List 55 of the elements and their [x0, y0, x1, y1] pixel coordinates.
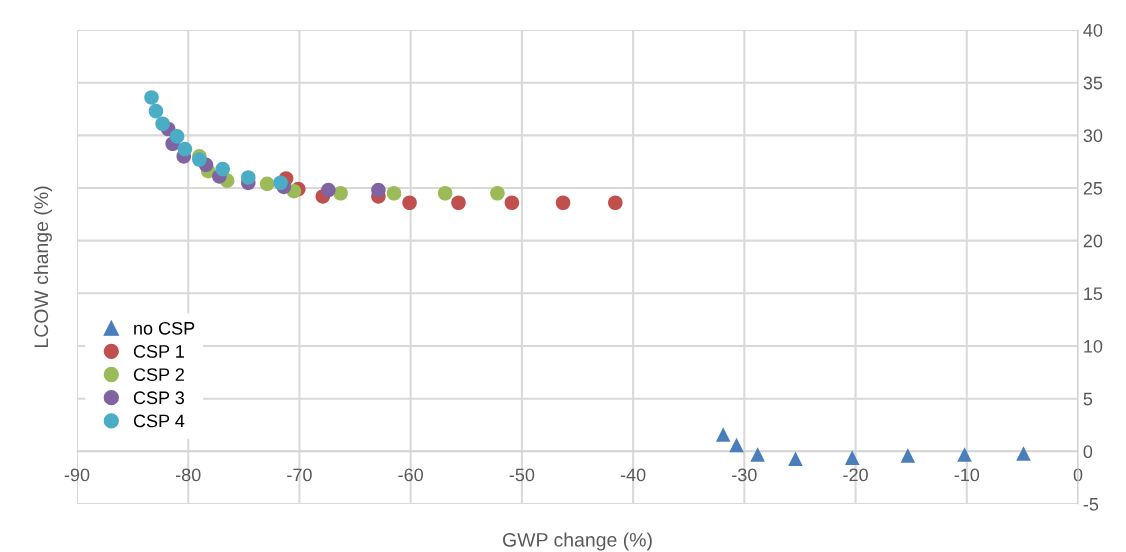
- y-tick-label: 35: [1083, 76, 1103, 90]
- legend-label: no CSP: [134, 321, 195, 335]
- x-tick-label: -30: [732, 468, 757, 482]
- point: [273, 175, 288, 191]
- point: [321, 182, 336, 198]
- y-tick-label: 5: [1083, 392, 1093, 406]
- point: [490, 185, 505, 201]
- point: [148, 103, 164, 119]
- y-tick-label: -5: [1083, 498, 1099, 511]
- x-tick-label: -20: [843, 468, 868, 482]
- point: [215, 161, 230, 177]
- point: [371, 182, 386, 198]
- point: [750, 447, 765, 462]
- point: [144, 90, 159, 105]
- point: [900, 448, 916, 463]
- y-tick-label: 0: [1083, 445, 1093, 459]
- point: [386, 185, 402, 201]
- x-tick-label: -90: [64, 468, 90, 482]
- x-tick-label: -80: [175, 468, 201, 482]
- point: [844, 450, 860, 465]
- y-tick-label: 15: [1084, 287, 1103, 301]
- point: [504, 195, 520, 211]
- legend-label: CSP 1: [133, 345, 184, 358]
- y-tick-label: 10: [1084, 339, 1103, 353]
- y-axis-title: LCOW change (%): [33, 186, 52, 347]
- point: [729, 437, 744, 453]
- point: [957, 447, 972, 462]
- x-tick-label: -10: [954, 468, 980, 482]
- point: [177, 141, 193, 157]
- x-tick-label: -60: [398, 468, 424, 482]
- point: [241, 170, 256, 185]
- point: [155, 116, 170, 132]
- point: [169, 129, 185, 144]
- point: [788, 451, 803, 466]
- point: [333, 185, 348, 201]
- legend-label: CSP 4: [133, 414, 185, 428]
- legend-label: CSP 2: [133, 368, 184, 381]
- y-tick-label: 30: [1083, 129, 1103, 143]
- point: [402, 195, 417, 211]
- point: [259, 176, 275, 192]
- point: [451, 195, 466, 211]
- point: [608, 195, 623, 211]
- point: [555, 195, 571, 211]
- point: [437, 185, 453, 201]
- x-axis-title: GWP change (%): [503, 532, 652, 551]
- x-tick-label: -50: [509, 468, 535, 482]
- y-tick-label: 40: [1083, 23, 1103, 37]
- point: [1016, 446, 1031, 461]
- y-tick-label: 25: [1083, 181, 1103, 195]
- point: [715, 427, 731, 442]
- x-tick-label: -40: [620, 468, 646, 482]
- y-tick-label: 20: [1083, 234, 1103, 248]
- x-tick-label: -70: [287, 468, 312, 482]
- legend-label: CSP 3: [133, 391, 185, 405]
- x-tick-label: 0: [1073, 468, 1083, 482]
